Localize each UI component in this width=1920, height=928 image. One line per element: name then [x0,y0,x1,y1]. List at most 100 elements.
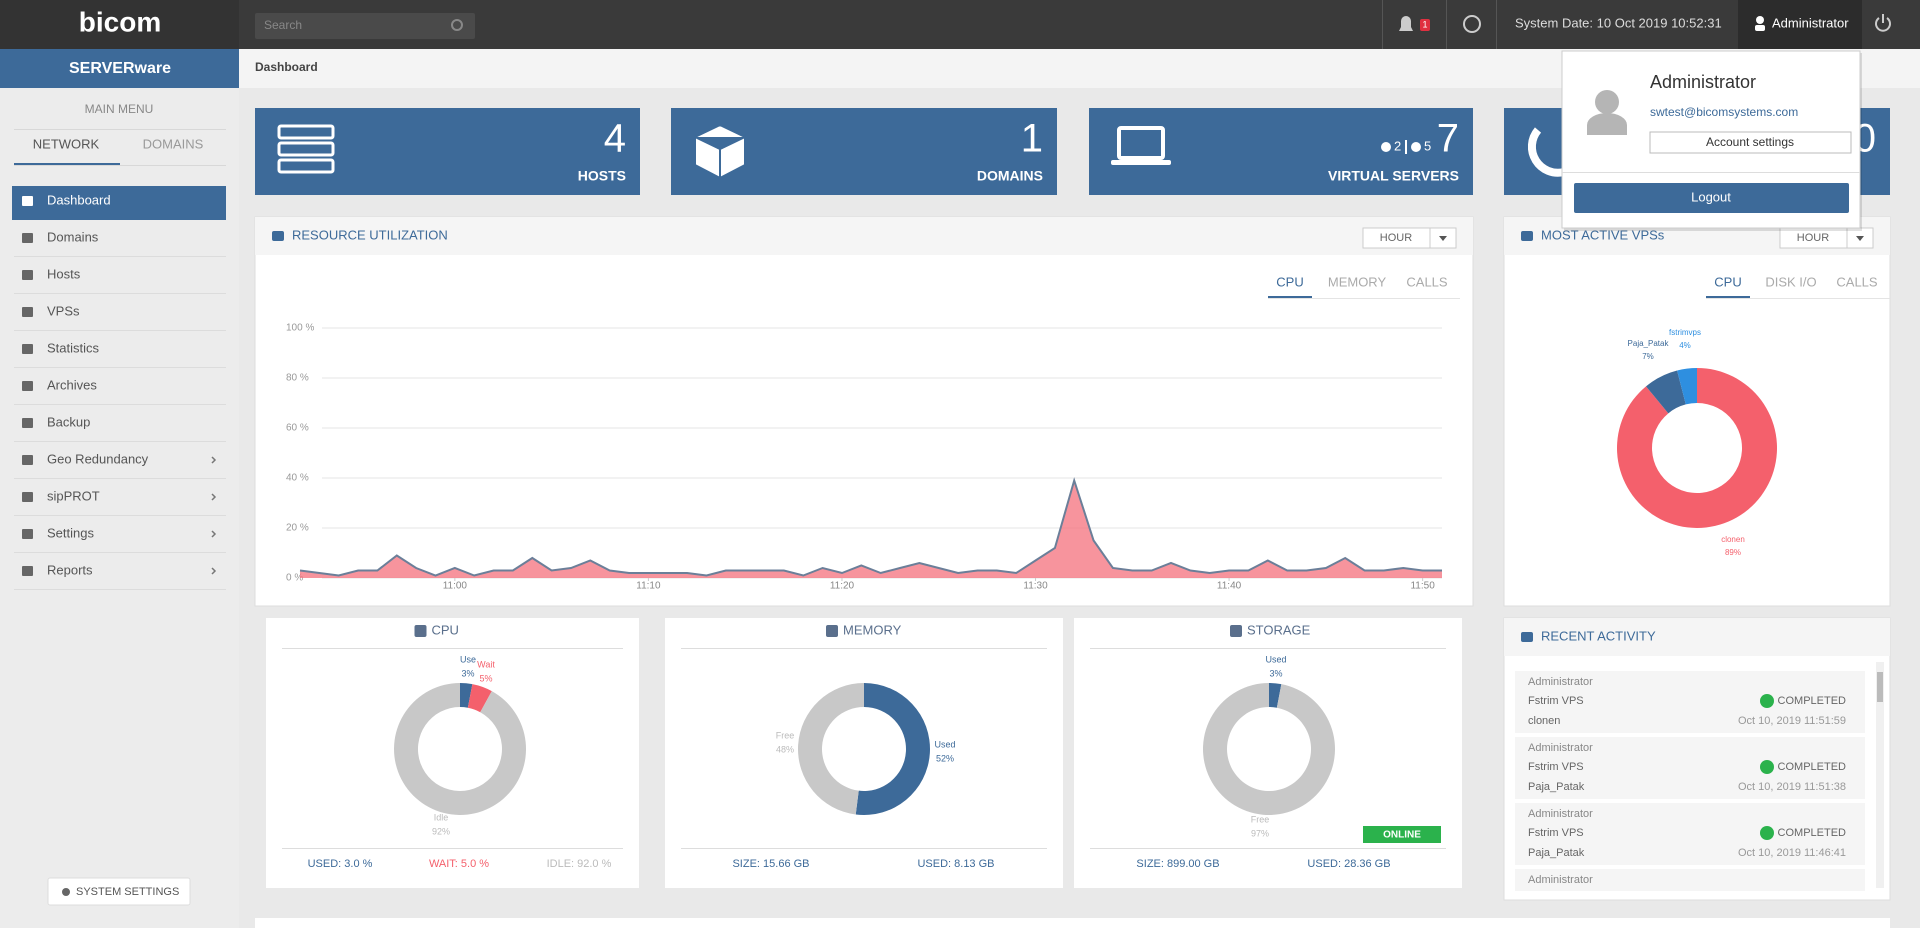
activity-target: clonen [1528,715,1560,727]
slice-name: Wait [477,659,495,669]
menu-icon [22,233,33,243]
menu-tab[interactable]: NETWORK [33,136,100,151]
menu-icon [22,307,33,317]
menu-item[interactable]: Backup [47,414,90,429]
y-tick-label: 60 % [286,423,309,434]
stat-card[interactable] [1089,108,1473,195]
x-tick-label: 11:20 [830,581,855,592]
pie-slice [797,683,864,815]
menu-icon [22,418,33,428]
menu-divider [14,515,226,516]
gauge-footer: IDLE: 92.0 % [547,858,612,870]
chart-tab[interactable]: CALLS [1406,274,1448,289]
system-settings-button[interactable] [47,877,191,906]
scroll-track [1876,662,1884,888]
menu-tab[interactable]: DOMAINS [143,136,204,151]
dropdown-email: swtest@bicomsystems.com [1650,105,1798,119]
menu-item[interactable]: Hosts [47,266,81,281]
panel [1503,216,1891,607]
slice-value-label: 89% [1725,548,1741,557]
gauge-panel [665,618,1063,888]
panel-icon [1521,231,1533,241]
slice-value-label: 3% [461,668,474,678]
panel-header [255,217,1473,255]
slice-name: Paja_Patak [1628,339,1670,348]
panel-title: MOST ACTIVE VPSs [1541,227,1665,242]
gauge-title: CPU [432,622,459,637]
account-settings-label: Account settings [1706,135,1794,149]
gauge-footer: SIZE: 15.66 GB [732,858,809,870]
tab-baseline [1268,298,1460,299]
chart-tab[interactable]: MEMORY [1328,274,1387,289]
vps-icon [1117,126,1165,160]
slice-name: Free [776,730,795,740]
gauge-footer: USED: 28.36 GB [1307,858,1390,870]
menu-divider [14,441,226,442]
submenu-arrow [211,530,217,538]
caret [1856,236,1864,241]
gauge-rule [282,848,623,849]
menu-item[interactable]: Settings [47,525,94,540]
activity-target: Paja_Patak [1528,847,1585,859]
activity-item [1515,803,1865,865]
bell-icon[interactable] [1399,16,1413,31]
logout-label: Logout [1691,189,1731,204]
stat-value: 1 [1021,117,1043,161]
activity-item [1515,737,1865,799]
activity-user: Administrator [1528,808,1593,820]
chart-tab[interactable]: CPU [1714,274,1741,289]
period-label: HOUR [1797,232,1829,244]
menu-item[interactable]: Reports [47,562,93,577]
menu-item[interactable]: VPSs [47,303,80,318]
panel-title: RECENT ACTIVITY [1541,628,1656,643]
menu-item[interactable]: Geo Redundancy [47,451,149,466]
menu-divider [14,478,226,479]
gauge-title: MEMORY [843,622,902,637]
sidebar [0,49,239,928]
menu-item[interactable]: sipPROT [47,488,100,503]
notification-badge [1420,19,1430,31]
stat-label: DOMAINS [977,168,1043,184]
menu-item[interactable]: Domains [47,229,99,244]
submenu-arrow [211,456,217,464]
pie-slice [467,684,492,713]
search-box[interactable] [255,13,475,39]
menu-divider [14,165,226,166]
activity-user: Administrator [1528,676,1593,688]
menu-item[interactable]: Archives [47,377,97,392]
activity-time: Oct 10, 2019 11:46:41 [1738,847,1846,859]
user-area[interactable] [1738,0,1862,49]
activity-status: COMPLETED [1778,761,1847,773]
chart-tab[interactable]: CALLS [1836,274,1878,289]
bottom-panel [255,918,1890,928]
submenu-arrow [211,493,217,501]
pie-slice [855,683,930,815]
search-placeholder: Search [264,18,302,32]
menu-icon [22,529,33,539]
panel [254,216,1474,607]
tab-underline [1706,296,1750,298]
slice-value-label: 7% [1642,352,1654,361]
chart-tab[interactable]: DISK I/O [1765,274,1816,289]
logout-button[interactable] [1574,183,1849,213]
slice-value-label: 52% [936,753,954,763]
gauge-rule [1090,648,1446,649]
menu-divider [14,404,226,405]
slice-name: Used [934,739,955,749]
menu-item[interactable]: Dashboard [47,192,111,207]
menu-title: MAIN MENU [85,102,154,116]
menu-item[interactable]: Statistics [47,340,100,355]
notification-count: 1 [1422,19,1427,29]
status-label: ONLINE [1383,830,1421,841]
globe-icon[interactable] [1463,15,1481,33]
gauge-icon [1230,625,1242,637]
stat-card[interactable] [255,108,640,195]
gauge-icon [414,625,427,637]
gauge-rule [1090,848,1446,849]
brand-bar [0,49,239,88]
account-settings-button[interactable] [1649,131,1852,154]
power-icon[interactable] [1875,14,1891,32]
activity-item [1515,869,1865,891]
chart-tab[interactable]: CPU [1276,274,1303,289]
breadcrumb: Dashboard [255,60,318,74]
